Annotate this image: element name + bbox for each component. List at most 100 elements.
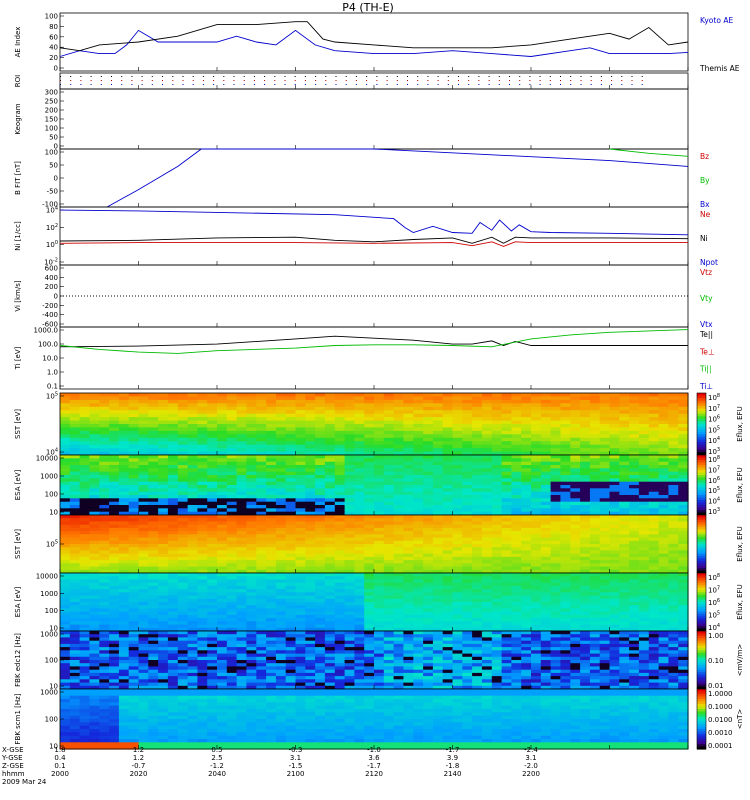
heatmap-cell bbox=[207, 475, 218, 479]
heatmap-cell bbox=[295, 563, 306, 568]
heatmap-cell bbox=[256, 451, 267, 456]
heatmap-cell bbox=[491, 455, 503, 459]
heatmap-cell bbox=[531, 608, 542, 613]
colorbar-step bbox=[697, 482, 706, 486]
heatmap-cell bbox=[599, 434, 611, 439]
heatmap-cell bbox=[266, 560, 277, 564]
heatmap-cell bbox=[658, 498, 669, 503]
heatmap-cell bbox=[167, 461, 179, 466]
heatmap-cell bbox=[167, 560, 179, 564]
heatmap-cell bbox=[629, 410, 640, 415]
heatmap-cell bbox=[589, 465, 601, 469]
heatmap-cell bbox=[275, 598, 287, 603]
heatmap-cell bbox=[511, 592, 522, 597]
heatmap-cell bbox=[334, 540, 346, 545]
heatmap-cell bbox=[609, 471, 620, 476]
heatmap-cell bbox=[118, 468, 130, 473]
heatmap-cell bbox=[236, 576, 247, 580]
heatmap-cell bbox=[118, 614, 130, 619]
heatmap-cell bbox=[69, 465, 81, 469]
heatmap-cell bbox=[236, 495, 247, 499]
heatmap-cell bbox=[560, 451, 571, 456]
heatmap-cell bbox=[619, 430, 630, 435]
heatmap-cell bbox=[99, 501, 110, 506]
heatmap-cell bbox=[79, 399, 90, 404]
heatmap-cell bbox=[158, 605, 169, 609]
heatmap-cell bbox=[658, 582, 669, 587]
heatmap-cell bbox=[668, 475, 679, 479]
heatmap-cell bbox=[167, 595, 179, 600]
heatmap-cell bbox=[60, 501, 71, 506]
heatmap-cell bbox=[481, 515, 493, 519]
heatmap-cell bbox=[89, 434, 100, 439]
heatmap-cell bbox=[207, 413, 218, 418]
heatmap-cell bbox=[118, 621, 130, 626]
heatmap-cell bbox=[89, 420, 100, 425]
heatmap-cell bbox=[207, 485, 218, 489]
roi-dot bbox=[294, 80, 296, 81]
heatmap-cell bbox=[285, 521, 297, 526]
colorbar-step bbox=[697, 400, 706, 404]
heatmap-cell bbox=[305, 430, 316, 435]
heatmap-cell bbox=[177, 537, 189, 542]
heatmap-cell bbox=[128, 515, 140, 519]
heatmap-cell bbox=[638, 534, 650, 539]
heatmap-cell bbox=[60, 420, 71, 425]
roi-dot bbox=[621, 80, 623, 81]
roi-dot bbox=[274, 80, 276, 81]
heatmap-cell bbox=[452, 515, 463, 519]
heatmap-cell bbox=[236, 515, 247, 519]
legend-entry: Ti⊥ bbox=[699, 382, 713, 391]
heatmap-cell bbox=[658, 544, 669, 548]
heatmap-cell bbox=[648, 521, 660, 526]
heatmap-cell bbox=[177, 589, 189, 593]
heatmap-cell bbox=[472, 592, 483, 597]
heatmap-cell bbox=[60, 524, 71, 529]
heatmap-cell bbox=[678, 573, 689, 577]
heatmap-cell bbox=[285, 563, 297, 568]
heatmap-cell bbox=[99, 624, 110, 629]
heatmap-cell bbox=[442, 550, 454, 555]
heatmap-cell bbox=[648, 614, 660, 619]
heatmap-cell bbox=[60, 566, 71, 571]
heatmap-cell bbox=[678, 501, 689, 506]
roi-dot bbox=[631, 76, 633, 77]
heatmap-cell bbox=[128, 444, 140, 449]
heatmap-cell bbox=[285, 582, 297, 587]
heatmap-cell bbox=[256, 448, 267, 453]
heatmap-cell bbox=[118, 534, 130, 539]
heatmap-cell bbox=[609, 508, 620, 513]
heatmap-cell bbox=[521, 495, 532, 499]
heatmap-cell bbox=[531, 602, 542, 606]
heatmap-cell bbox=[364, 534, 375, 539]
heatmap-cell bbox=[167, 608, 179, 613]
heatmap-cell bbox=[148, 618, 159, 622]
heatmap-cell bbox=[491, 598, 503, 603]
heatmap-cell bbox=[315, 511, 326, 516]
heatmap-cell bbox=[580, 569, 591, 574]
heatmap-cell bbox=[501, 505, 512, 509]
heatmap-cell bbox=[118, 576, 130, 580]
heatmap-cell bbox=[354, 458, 365, 463]
heatmap-cell bbox=[403, 579, 414, 584]
roi-dot bbox=[539, 84, 541, 85]
heatmap-cell bbox=[354, 471, 365, 476]
heatmap-cell bbox=[177, 430, 189, 435]
heatmap-cell bbox=[295, 465, 306, 469]
heatmap-cell bbox=[305, 576, 316, 580]
heatmap-cell bbox=[69, 544, 81, 548]
heatmap-cell bbox=[423, 444, 434, 449]
heatmap-cell bbox=[266, 406, 277, 411]
colorbar-step bbox=[697, 467, 706, 471]
heatmap-cell bbox=[472, 550, 483, 555]
heatmap-cell bbox=[89, 589, 100, 593]
heatmap-cell bbox=[148, 465, 159, 469]
heatmap-cell bbox=[442, 475, 454, 479]
heatmap-cell bbox=[109, 614, 120, 619]
heatmap-cell bbox=[79, 531, 90, 535]
heatmap-cell bbox=[383, 427, 395, 432]
heatmap-cell bbox=[609, 524, 620, 529]
heatmap-cell bbox=[364, 608, 375, 613]
heatmap-cell bbox=[403, 475, 414, 479]
